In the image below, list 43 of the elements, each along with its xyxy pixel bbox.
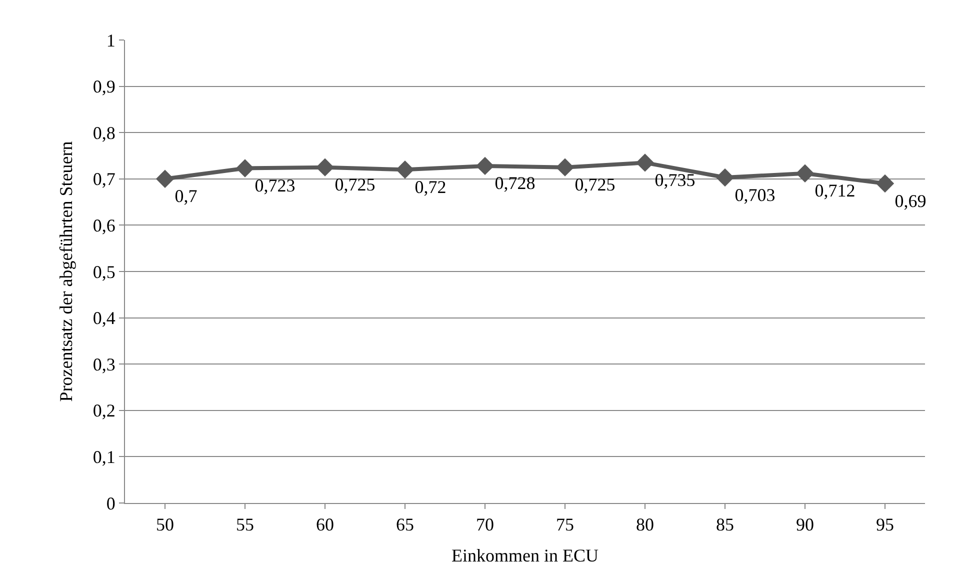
data-label: 0,725 bbox=[334, 174, 376, 195]
y-axis-title: Prozentsatz der abgeführten Steuern bbox=[56, 141, 76, 402]
y-tick-label: 0,6 bbox=[92, 216, 116, 236]
point bbox=[556, 158, 574, 176]
point bbox=[796, 164, 814, 182]
data-label: 0,712 bbox=[814, 180, 856, 201]
x-tick-label: 70 bbox=[476, 514, 494, 535]
y-tick-label: 0,3 bbox=[92, 354, 116, 374]
x-tick-label: 55 bbox=[236, 514, 254, 535]
point bbox=[636, 154, 654, 172]
x-tick-label: 75 bbox=[556, 514, 574, 535]
data-label: 0,723 bbox=[254, 176, 296, 196]
x-tick-label: 95 bbox=[876, 514, 894, 535]
y-tick-label: 0,8 bbox=[92, 122, 116, 143]
y-tick-label: 1 bbox=[106, 30, 116, 50]
y-tick-label: 0,7 bbox=[92, 169, 116, 190]
point bbox=[876, 174, 894, 193]
data-label: 0,725 bbox=[574, 174, 616, 195]
x-tick-label: 80 bbox=[636, 514, 654, 535]
y-tick-label: 0,2 bbox=[92, 400, 116, 421]
y-tick-label: 0,1 bbox=[92, 447, 116, 467]
point bbox=[396, 160, 414, 179]
y-tick-label: 0 bbox=[106, 493, 116, 514]
x-tick-label: 50 bbox=[156, 514, 174, 535]
data-label: 0,69 bbox=[894, 190, 926, 211]
y-tick-label: 0,5 bbox=[92, 262, 116, 282]
point bbox=[716, 168, 734, 187]
x-tick-label: 60 bbox=[316, 514, 334, 535]
x-tick-label: 90 bbox=[796, 514, 814, 535]
x-tick-label: 85 bbox=[716, 514, 734, 535]
x-axis-title: Einkommen in ECU bbox=[452, 546, 598, 566]
y-tick-label: 0,9 bbox=[92, 76, 116, 97]
point bbox=[476, 156, 494, 176]
x-tick-label: 65 bbox=[396, 514, 414, 535]
point bbox=[236, 159, 254, 178]
data-label: 0,72 bbox=[414, 176, 446, 197]
data-label: 0,728 bbox=[494, 173, 536, 194]
point bbox=[316, 158, 334, 176]
y-tick-label: 0,4 bbox=[92, 308, 116, 328]
data-label: 0,703 bbox=[734, 184, 776, 205]
point bbox=[156, 170, 174, 188]
data-label: 0,735 bbox=[654, 170, 696, 190]
data-label: 0,7 bbox=[174, 186, 198, 206]
